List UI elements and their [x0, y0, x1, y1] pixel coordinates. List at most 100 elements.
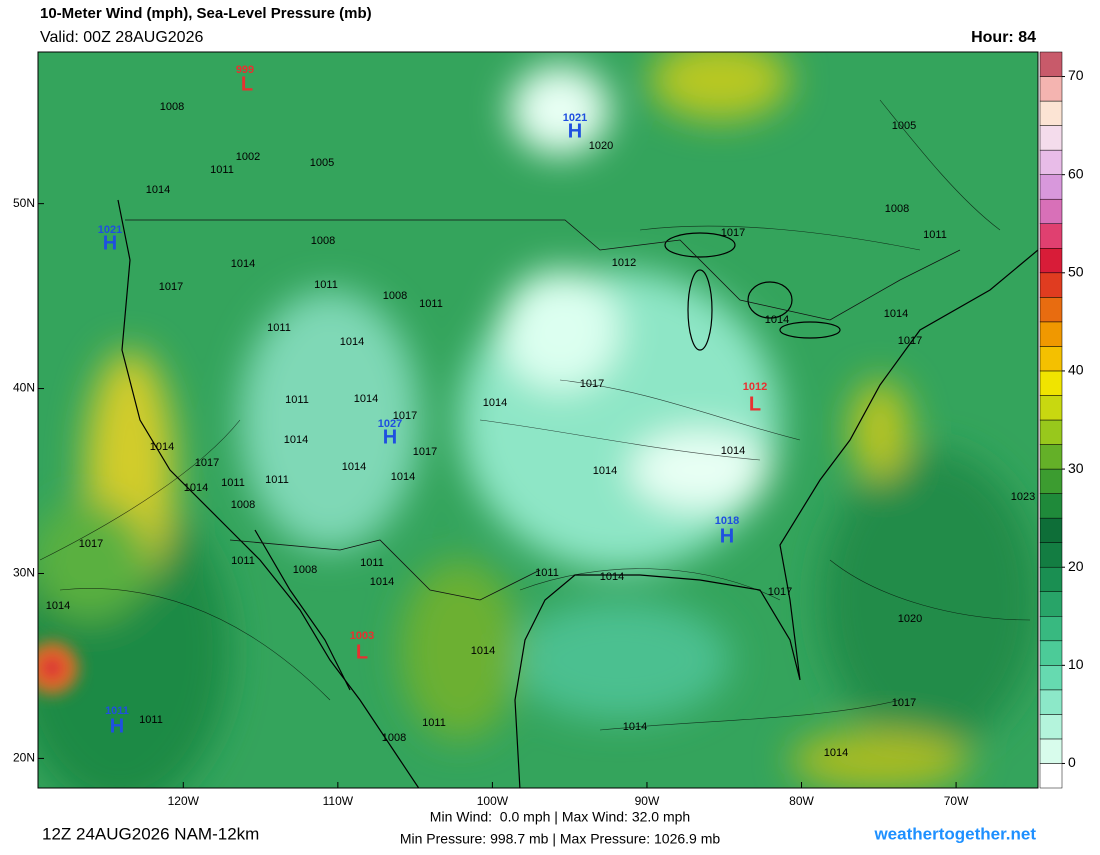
colorbar-bin	[1039, 493, 1063, 519]
isobar-label: 1014	[46, 600, 70, 612]
isobar-label: 1002	[236, 151, 260, 163]
colorbar-bin	[1039, 272, 1063, 298]
center-symbol: H	[383, 426, 397, 448]
isobar-label: 1014	[884, 308, 908, 320]
center-value: 1003	[350, 630, 374, 642]
colorbar-bin	[1039, 321, 1063, 347]
y-tick-label: 30N	[13, 566, 35, 580]
colorbar-bin	[1039, 542, 1063, 568]
site-name: weathertogether.net	[873, 824, 1036, 843]
y-tick-label: 40N	[13, 381, 35, 395]
colorbar-tick-label: 50	[1068, 264, 1084, 280]
isobar-label: 1014	[370, 576, 394, 588]
isobar-label: 1008	[293, 564, 317, 576]
isobar-label: 1011	[221, 477, 245, 489]
isobar-label: 1014	[150, 441, 174, 453]
isobar-label: 1011	[285, 394, 309, 406]
y-tick-label: 50N	[13, 196, 35, 210]
colorbar-bin	[1039, 616, 1063, 642]
colorbar-tick-label: 20	[1068, 558, 1084, 574]
colorbar-bin	[1039, 174, 1063, 200]
x-tick-label: 80W	[789, 794, 814, 808]
center-symbol: H	[110, 715, 124, 737]
pressure-labels: 999L1021H1021H1027H1012L1018H1003L1011H1…	[46, 64, 1035, 759]
map-axes: 120W 110W 100W 90W 80W 70W 20N 30N 40N 50N	[13, 196, 969, 808]
isobar-label: 1014	[146, 184, 170, 196]
x-tick-label: 110W	[323, 794, 354, 808]
x-tick-label: 70W	[944, 794, 969, 808]
isobar-label: 1017	[580, 378, 604, 390]
colorbar-bin	[1039, 640, 1063, 666]
isobar-label: 1011	[210, 164, 234, 176]
center-value: 1027	[378, 418, 402, 430]
isobar-label: 1008	[382, 732, 406, 744]
isobar-label: 1014	[721, 445, 745, 457]
x-tick-label: 90W	[635, 794, 660, 808]
isobar-label: 1008	[383, 290, 407, 302]
colorbar-bin	[1039, 370, 1063, 396]
colorbar-bin	[1039, 346, 1063, 372]
isobar-label: 1014	[483, 397, 507, 409]
isobar-label: 1017	[892, 697, 916, 709]
center-symbol: L	[241, 73, 253, 95]
isobar-label: 1011	[139, 714, 163, 726]
colorbar-bin	[1039, 517, 1063, 543]
isobar-label: 1020	[589, 140, 613, 152]
isobar-label: 1005	[310, 157, 334, 169]
colorbar-tick-label: 10	[1068, 656, 1084, 672]
colorbar-bin	[1039, 763, 1063, 789]
isobar-label: 1014	[824, 747, 848, 759]
isobar-label: 1014	[340, 336, 364, 348]
colorbar-bin	[1039, 444, 1063, 470]
colorbar-bin	[1039, 665, 1063, 691]
isobar-label: 1017	[898, 335, 922, 347]
isobar-label: 1011	[267, 322, 291, 334]
isobar-label: 1014	[391, 471, 415, 483]
map-title: 10-Meter Wind (mph), Sea-Level Pressure …	[40, 5, 372, 22]
wind-range: Min Wind: 0.0 mph | Max Wind: 32.0 mph	[430, 809, 690, 825]
colorbar-bin	[1039, 566, 1063, 592]
center-value: 1021	[98, 224, 122, 236]
isobar-label: 1017	[768, 586, 792, 598]
isobar-label: 1017	[721, 227, 745, 239]
isobar-label: 1012	[612, 257, 636, 269]
colorbar-bin	[1039, 714, 1063, 740]
isobar-label: 1005	[892, 120, 916, 132]
isobar-label: 1011	[231, 555, 255, 567]
y-tick-label: 20N	[13, 751, 35, 765]
isobar-label: 1011	[360, 557, 384, 569]
isobar-label: 1014	[593, 465, 617, 477]
coastlines	[117, 199, 1038, 788]
isobar-label: 1014	[623, 721, 647, 733]
isobar-label: 1017	[79, 538, 103, 550]
center-value: 1012	[743, 381, 767, 393]
isobars	[39, 99, 1031, 731]
colorbar-tick-label: 0	[1068, 754, 1076, 770]
center-value: 1018	[715, 515, 739, 527]
isobar-label: 1017	[393, 410, 417, 422]
colorbar-bin	[1039, 248, 1063, 274]
center-symbol: L	[749, 393, 761, 415]
colorbar-tick-label: 70	[1068, 67, 1084, 83]
colorbar-bin	[1039, 738, 1063, 764]
center-symbol: L	[356, 641, 368, 663]
isobar-label: 1008	[311, 235, 335, 247]
isobar-label: 1011	[265, 474, 289, 486]
colorbar-bin	[1039, 223, 1063, 249]
isobar-label: 1014	[284, 434, 308, 446]
colorbar-tick-label: 60	[1068, 165, 1084, 181]
isobar-label: 1017	[413, 446, 437, 458]
colorbar-bin	[1039, 419, 1063, 445]
colorbar-bin	[1039, 198, 1063, 224]
isobar-label: 1014	[471, 645, 495, 657]
isobar-label: 1011	[419, 298, 443, 310]
center-symbol: H	[720, 525, 734, 547]
x-tick-label: 100W	[477, 794, 509, 808]
center-symbol: H	[568, 120, 582, 142]
center-value: 999	[236, 64, 254, 76]
pressure-range: Min Pressure: 998.7 mb | Max Pressure: 1…	[400, 831, 721, 847]
isobar-label: 1020	[898, 613, 922, 625]
isobar-label: 1014	[765, 314, 789, 326]
hurricane	[38, 642, 78, 694]
